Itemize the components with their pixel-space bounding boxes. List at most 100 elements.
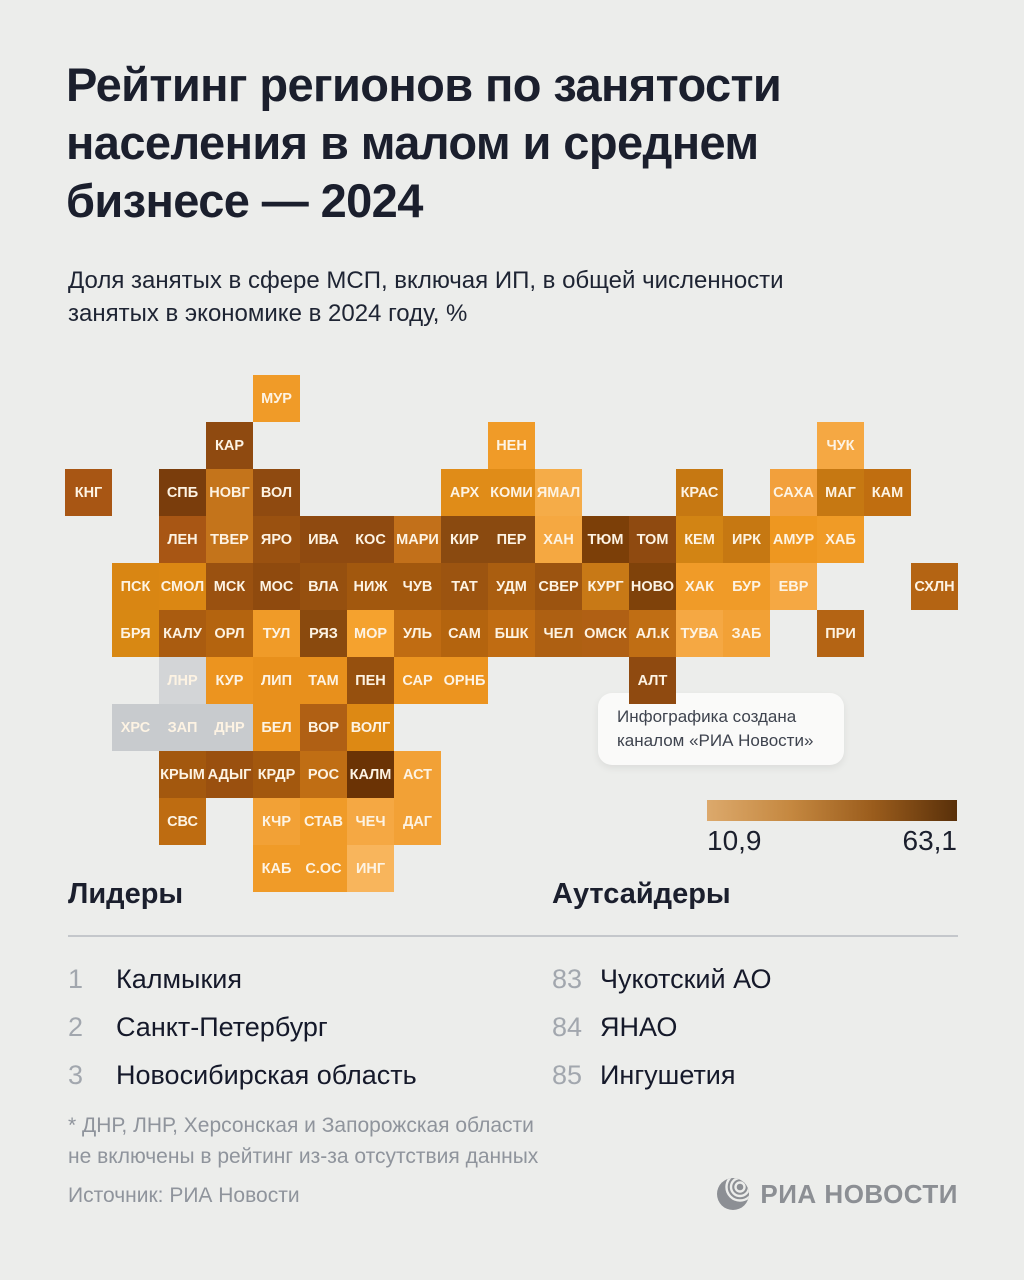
region-tile-ЯРО: ЯРО bbox=[253, 516, 300, 563]
region-tile-НОВО: НОВО bbox=[629, 563, 676, 610]
region-name: ЯНАО bbox=[600, 1011, 678, 1042]
region-tile-ПЕР: ПЕР bbox=[488, 516, 535, 563]
subtitle-line-2: занятых в экономике в 2024 году, % bbox=[68, 300, 468, 327]
region-tile-УДМ: УДМ bbox=[488, 563, 535, 610]
color-scale-labels: 10,9 63,1 bbox=[707, 825, 957, 857]
footnote: * ДНР, ЛНР, Херсонская и Запорожская обл… bbox=[68, 1110, 668, 1172]
region-tile-ВОЛ: ВОЛ bbox=[253, 469, 300, 516]
title-line-1: Рейтинг регионов по занятости bbox=[66, 58, 782, 111]
rank-row: 3 Новосибирская область bbox=[68, 1051, 552, 1099]
region-tile-НИЖ: НИЖ bbox=[347, 563, 394, 610]
region-tile-КУР: КУР bbox=[206, 657, 253, 704]
region-tile-КАЛМ: КАЛМ bbox=[347, 751, 394, 798]
region-tile-ТЮМ: ТЮМ bbox=[582, 516, 629, 563]
region-tile-САР: САР bbox=[394, 657, 441, 704]
region-tile-ЕВР: ЕВР bbox=[770, 563, 817, 610]
region-tile-ИРК: ИРК bbox=[723, 516, 770, 563]
region-tile-С.ОС: С.ОС bbox=[300, 845, 347, 892]
region-tile-ЧУВ: ЧУВ bbox=[394, 563, 441, 610]
region-tile-ХРС: ХРС bbox=[112, 704, 159, 751]
region-tile-СВЕР: СВЕР bbox=[535, 563, 582, 610]
region-tile-АЛ.К: АЛ.К bbox=[629, 610, 676, 657]
region-tile-АМУР: АМУР bbox=[770, 516, 817, 563]
region-tile-АДЫГ: АДЫГ bbox=[206, 751, 253, 798]
region-tile-МОС: МОС bbox=[253, 563, 300, 610]
region-tile-КНГ: КНГ bbox=[65, 469, 112, 516]
region-tile-НЕН: НЕН bbox=[488, 422, 535, 469]
region-tile-ХАН: ХАН bbox=[535, 516, 582, 563]
region-tile-БШК: БШК bbox=[488, 610, 535, 657]
region-tile-САХА: САХА bbox=[770, 469, 817, 516]
region-tile-ПРИ: ПРИ bbox=[817, 610, 864, 657]
color-scale-gradient bbox=[707, 800, 957, 821]
region-tile-МАГ: МАГ bbox=[817, 469, 864, 516]
region-tile-ТВЕР: ТВЕР bbox=[206, 516, 253, 563]
region-tile-УЛЬ: УЛЬ bbox=[394, 610, 441, 657]
region-tile-ХАБ: ХАБ bbox=[817, 516, 864, 563]
region-name: Чукотский АО bbox=[600, 963, 772, 994]
region-tile-АЛТ: АЛТ bbox=[629, 657, 676, 704]
region-tile-ОРНБ: ОРНБ bbox=[441, 657, 488, 704]
ria-globe-icon bbox=[715, 1176, 751, 1212]
region-tile-ХАК: ХАК bbox=[676, 563, 723, 610]
rank-row: 1 Калмыкия bbox=[68, 955, 552, 1003]
rank-row: 2 Санкт-Петербург bbox=[68, 1003, 552, 1051]
note-line-1: Инфографика создана bbox=[617, 707, 797, 726]
attribution-note-card: Инфографика создана каналом «РИА Новости… bbox=[598, 693, 844, 765]
region-tile-ВЛА: ВЛА bbox=[300, 563, 347, 610]
region-tile-ЧЕЧ: ЧЕЧ bbox=[347, 798, 394, 845]
region-tile-МОР: МОР bbox=[347, 610, 394, 657]
region-tile-НОВГ: НОВГ bbox=[206, 469, 253, 516]
region-tile-БУР: БУР bbox=[723, 563, 770, 610]
region-tile-КИР: КИР bbox=[441, 516, 488, 563]
region-tile-АСТ: АСТ bbox=[394, 751, 441, 798]
region-name: Новосибирская область bbox=[116, 1059, 417, 1090]
rank-number: 83 bbox=[552, 963, 583, 994]
region-tile-ТУВА: ТУВА bbox=[676, 610, 723, 657]
region-tile-ЧЕЛ: ЧЕЛ bbox=[535, 610, 582, 657]
region-tile-КРЫМ: КРЫМ bbox=[159, 751, 206, 798]
tile-map: Инфографика создана каналом «РИА Новости… bbox=[65, 375, 959, 893]
region-tile-ЛЕН: ЛЕН bbox=[159, 516, 206, 563]
region-tile-КУРГ: КУРГ bbox=[582, 563, 629, 610]
region-name: Калмыкия bbox=[116, 963, 242, 994]
region-tile-МУР: МУР bbox=[253, 375, 300, 422]
region-tile-ТОМ: ТОМ bbox=[629, 516, 676, 563]
region-tile-КРАС: КРАС bbox=[676, 469, 723, 516]
region-tile-СХЛН: СХЛН bbox=[911, 563, 958, 610]
lists-divider bbox=[68, 935, 958, 937]
region-tile-ТАТ: ТАТ bbox=[441, 563, 488, 610]
region-tile-КАБ: КАБ bbox=[253, 845, 300, 892]
region-tile-ПСК: ПСК bbox=[112, 563, 159, 610]
rank-row: 84 ЯНАО bbox=[552, 1003, 958, 1051]
legend-min-value: 10,9 bbox=[707, 825, 762, 856]
region-tile-ЗАБ: ЗАБ bbox=[723, 610, 770, 657]
region-tile-ОМСК: ОМСК bbox=[582, 610, 629, 657]
region-tile-ЯМАЛ: ЯМАЛ bbox=[535, 469, 582, 516]
region-tile-КРДР: КРДР bbox=[253, 751, 300, 798]
note-line-2: каналом «РИА Новости» bbox=[617, 731, 814, 750]
region-tile-ПЕН: ПЕН bbox=[347, 657, 394, 704]
subtitle-line-1: Доля занятых в сфере МСП, включая ИП, в … bbox=[68, 267, 784, 294]
region-tile-АРХ: АРХ bbox=[441, 469, 488, 516]
region-tile-КЧР: КЧР bbox=[253, 798, 300, 845]
rank-row: 83 Чукотский АО bbox=[552, 955, 958, 1003]
region-tile-СТАВ: СТАВ bbox=[300, 798, 347, 845]
region-tile-ИНГ: ИНГ bbox=[347, 845, 394, 892]
region-name: Санкт-Петербург bbox=[116, 1011, 328, 1042]
region-tile-ОРЛ: ОРЛ bbox=[206, 610, 253, 657]
region-tile-СПБ: СПБ bbox=[159, 469, 206, 516]
rank-number: 2 bbox=[68, 1011, 84, 1042]
title-line-2: населения в малом и среднем bbox=[66, 116, 759, 169]
region-tile-КОМИ: КОМИ bbox=[488, 469, 535, 516]
region-tile-БРЯ: БРЯ bbox=[112, 610, 159, 657]
ranking-lists: Лидеры Аутсайдеры 1 Калмыкия 2 Санкт-Петерб… bbox=[68, 878, 958, 1099]
ria-novosti-logo: РИА НОВОСТИ bbox=[715, 1176, 958, 1212]
region-tile-КОС: КОС bbox=[347, 516, 394, 563]
region-tile-МСК: МСК bbox=[206, 563, 253, 610]
region-tile-КЕМ: КЕМ bbox=[676, 516, 723, 563]
region-tile-КАЛУ: КАЛУ bbox=[159, 610, 206, 657]
region-name: Ингушетия bbox=[600, 1059, 736, 1090]
region-tile-КАР: КАР bbox=[206, 422, 253, 469]
rank-number: 84 bbox=[552, 1011, 583, 1042]
